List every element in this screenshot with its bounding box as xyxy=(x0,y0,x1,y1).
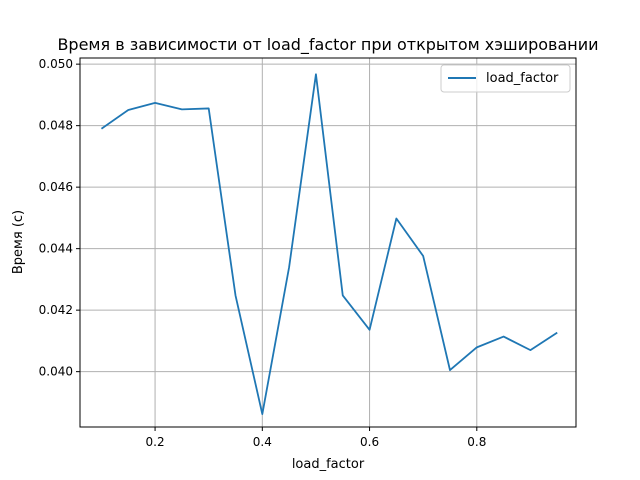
x-axis-label: load_factor xyxy=(292,457,365,472)
y-tick-label: 0.050 xyxy=(39,57,73,71)
legend: load_factor xyxy=(440,64,571,93)
legend-label: load_factor xyxy=(486,71,559,86)
x-tick-label: 0.6 xyxy=(360,435,379,449)
plot-frame xyxy=(79,57,577,428)
y-tick-label: 0.040 xyxy=(39,365,73,379)
legend-box xyxy=(440,64,571,93)
series-layer xyxy=(100,73,558,415)
axis-ticks: 0.2 0.4 0.6 0.8 0.040 0.042 0.044 0.046 0.048 0.0… xyxy=(39,57,487,449)
x-tick-label: 0.8 xyxy=(467,435,486,449)
y-tick-label: 0.042 xyxy=(39,303,73,317)
series-line xyxy=(100,73,558,415)
x-tick-label: 0.4 xyxy=(253,435,272,449)
x-tick-label: 0.2 xyxy=(146,435,165,449)
y-axis-label: Время (с) xyxy=(11,210,26,274)
y-tick-label: 0.044 xyxy=(39,242,73,256)
y-tick-label: 0.048 xyxy=(39,119,73,133)
chart-title: Время в зависимости от load_factor при о… xyxy=(57,35,598,55)
y-tick-label: 0.046 xyxy=(39,180,73,194)
grid-lines xyxy=(80,58,576,427)
